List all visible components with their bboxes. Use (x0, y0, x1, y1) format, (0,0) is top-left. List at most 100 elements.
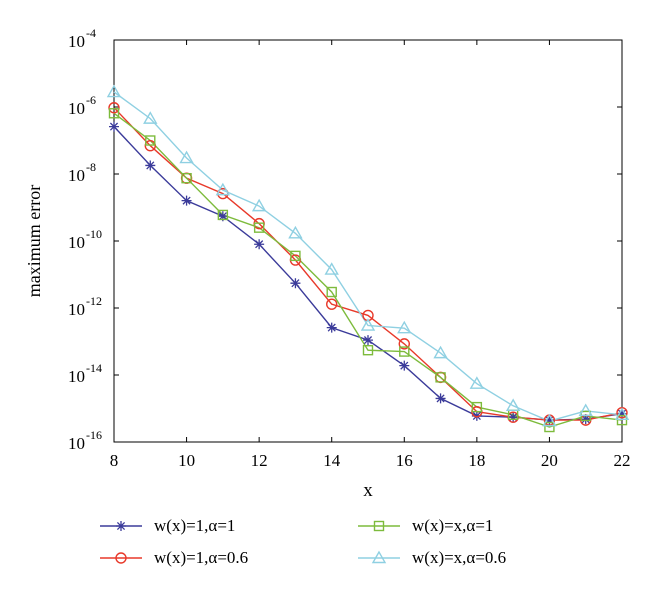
y-tick-label: 10 -14 (68, 361, 102, 386)
star-mark (544, 415, 555, 426)
y-tick-label: 10 -16 (68, 428, 102, 453)
data-point (326, 298, 338, 310)
series-4-points (106, 84, 630, 427)
y-tick-label: 10 -12 (68, 294, 102, 319)
star-mark (363, 335, 373, 346)
series-line-1 (113, 126, 623, 421)
data-point (505, 398, 521, 412)
x-tick-label: 10 (178, 451, 195, 470)
data-point (363, 335, 373, 346)
data-point (544, 421, 555, 433)
data-point (217, 211, 228, 222)
x-tick-label: 20 (541, 451, 558, 470)
star-mark (290, 278, 301, 289)
x-tick-label: 12 (251, 451, 268, 470)
star-mark (254, 239, 265, 250)
y-tick-base: 10 (68, 434, 85, 453)
y-axis-label: maximum error (24, 185, 44, 297)
y-tick-label: 10 -8 (68, 160, 96, 185)
data-point (108, 102, 120, 114)
data-point (326, 322, 337, 333)
data-point (435, 393, 446, 404)
data-point (290, 250, 301, 262)
data-point (578, 403, 593, 417)
x-tick-label: 18 (468, 451, 485, 470)
series-1-points (109, 121, 627, 426)
y-tick-base: 10 (68, 166, 85, 185)
star-mark (435, 393, 446, 404)
y-tick-base: 10 (68, 99, 85, 118)
data-point (251, 198, 267, 212)
data-point (181, 195, 192, 206)
data-point (145, 160, 156, 171)
star-mark (181, 195, 192, 206)
data-point (362, 344, 374, 356)
data-point (326, 286, 337, 298)
y-tick-label: 10 -10 (68, 227, 102, 252)
y-tick-exponent: -4 (86, 26, 96, 40)
data-point (179, 150, 194, 164)
star-mark (109, 121, 119, 132)
data-point (616, 414, 628, 426)
y-tick-base: 10 (68, 300, 85, 319)
y-tick-exponent: -6 (86, 93, 96, 107)
data-point (471, 410, 482, 421)
data-point (471, 401, 483, 413)
data-point (580, 414, 591, 425)
data-point (397, 320, 412, 334)
star-mark (471, 410, 482, 421)
x-tick-label: 16 (396, 451, 413, 470)
data-point (508, 412, 519, 423)
star-mark (145, 160, 156, 171)
data-point (324, 262, 339, 275)
data-point (217, 209, 229, 221)
series-lines (113, 91, 623, 428)
y-tick-label: 10 -4 (68, 26, 96, 51)
data-point (399, 346, 410, 357)
data-point (433, 345, 448, 359)
data-point (542, 413, 557, 427)
data-point (399, 360, 410, 371)
data-point (253, 222, 265, 233)
series-3-points (108, 108, 628, 433)
data-point (288, 225, 303, 239)
star-mark (326, 322, 337, 333)
series-line-3 (113, 112, 623, 428)
data-point (143, 111, 158, 124)
y-tick-label: 10 -6 (68, 93, 96, 118)
data-point (181, 172, 192, 184)
series-line-2 (113, 107, 623, 421)
data-point (254, 239, 265, 250)
y-tick-base: 10 (68, 367, 85, 386)
plot-frame (113, 39, 623, 443)
star-mark (399, 360, 410, 371)
y-tick-exponent: -14 (86, 361, 102, 375)
x-tick-label: 8 (110, 451, 119, 470)
series-markers (106, 84, 630, 433)
data-point (290, 278, 301, 289)
data-point (398, 338, 410, 350)
data-point (617, 408, 627, 419)
y-tick-exponent: -10 (86, 227, 102, 241)
y-tick-exponent: -16 (86, 428, 102, 442)
data-point (469, 376, 485, 389)
y-tick-exponent: -12 (86, 294, 102, 308)
data-point (614, 407, 630, 420)
y-tick-base: 10 (68, 233, 85, 252)
x-axis-label: x (363, 480, 373, 501)
y-tick-exponent: -8 (86, 160, 96, 174)
star-mark (217, 211, 228, 222)
x-tick-label: 14 (323, 451, 341, 470)
star-mark (580, 414, 591, 425)
star-mark (508, 412, 519, 423)
data-point (109, 121, 119, 132)
data-point (108, 108, 120, 119)
data-point (435, 372, 446, 383)
y-tick-base: 10 (68, 32, 85, 51)
series-line-4 (113, 91, 623, 422)
data-point (106, 84, 122, 98)
data-point (544, 415, 555, 426)
star-mark (617, 408, 627, 419)
